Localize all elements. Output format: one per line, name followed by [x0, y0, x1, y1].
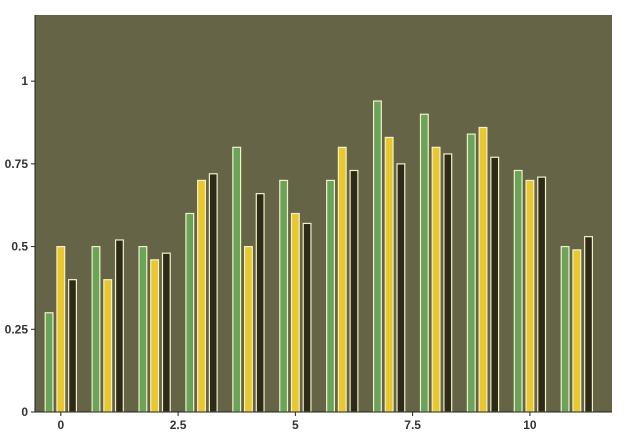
bar-series3-x1	[114, 239, 124, 413]
x-tick-label: 7.5	[404, 418, 421, 432]
x-tick-label: 10	[523, 418, 537, 432]
bar-series1-x0	[44, 312, 54, 413]
bar-series2-x5	[290, 212, 300, 413]
bar-series2-x11	[572, 249, 582, 413]
bar-series1-x9	[466, 133, 476, 413]
y-tick-label: 0.75	[5, 157, 29, 171]
x-tick-label: 0	[57, 418, 64, 432]
y-tick-label: 0.25	[5, 322, 29, 336]
bar-series3-x5	[302, 222, 312, 413]
bar-series2-x4	[243, 245, 253, 413]
bar-series3-x4	[255, 193, 265, 413]
y-tick-label: 0.5	[11, 240, 28, 254]
bar-series2-x2	[150, 259, 160, 413]
bar-series3-x0	[68, 279, 78, 413]
bar-series1-x8	[419, 113, 429, 413]
bar-series3-x9	[490, 156, 500, 413]
bar-series2-x9	[478, 126, 488, 413]
bar-series1-x10	[513, 169, 523, 413]
x-tick-label: 2.5	[170, 418, 187, 432]
bar-series3-x10	[537, 176, 547, 413]
bar-series3-x3	[208, 173, 218, 413]
bar-series2-x3	[197, 179, 207, 413]
y-tick-label: 0	[21, 405, 28, 419]
bar-series2-x6	[337, 146, 347, 413]
bar-series1-x6	[326, 179, 336, 413]
x-axis-ticks: 0 2.5 5 7.5 10	[57, 412, 537, 432]
y-axis-ticks: 0 0.25 0.5 0.75 1	[5, 74, 35, 419]
bar-series1-x11	[560, 245, 570, 413]
bar-series3-x7	[396, 163, 406, 413]
bar-series2-x10	[525, 179, 535, 413]
bar-series3-x8	[443, 153, 453, 413]
y-tick-label: 1	[21, 74, 28, 88]
bar-series3-x2	[161, 252, 171, 413]
bar-series1-x2	[138, 245, 148, 413]
x-tick-label: 5	[292, 418, 299, 432]
bar-series1-x1	[91, 245, 101, 413]
bar-series1-x7	[372, 100, 382, 413]
bar-series1-x5	[279, 179, 289, 413]
bar-series3-x6	[349, 169, 359, 413]
bar-series1-x4	[232, 146, 242, 413]
bar-series2-x1	[103, 279, 113, 413]
bar-series3-x11	[584, 236, 594, 413]
bar-series1-x3	[185, 212, 195, 413]
bar-series2-x8	[431, 146, 441, 413]
bar-series2-x0	[56, 245, 66, 413]
bar-series2-x7	[384, 136, 394, 413]
